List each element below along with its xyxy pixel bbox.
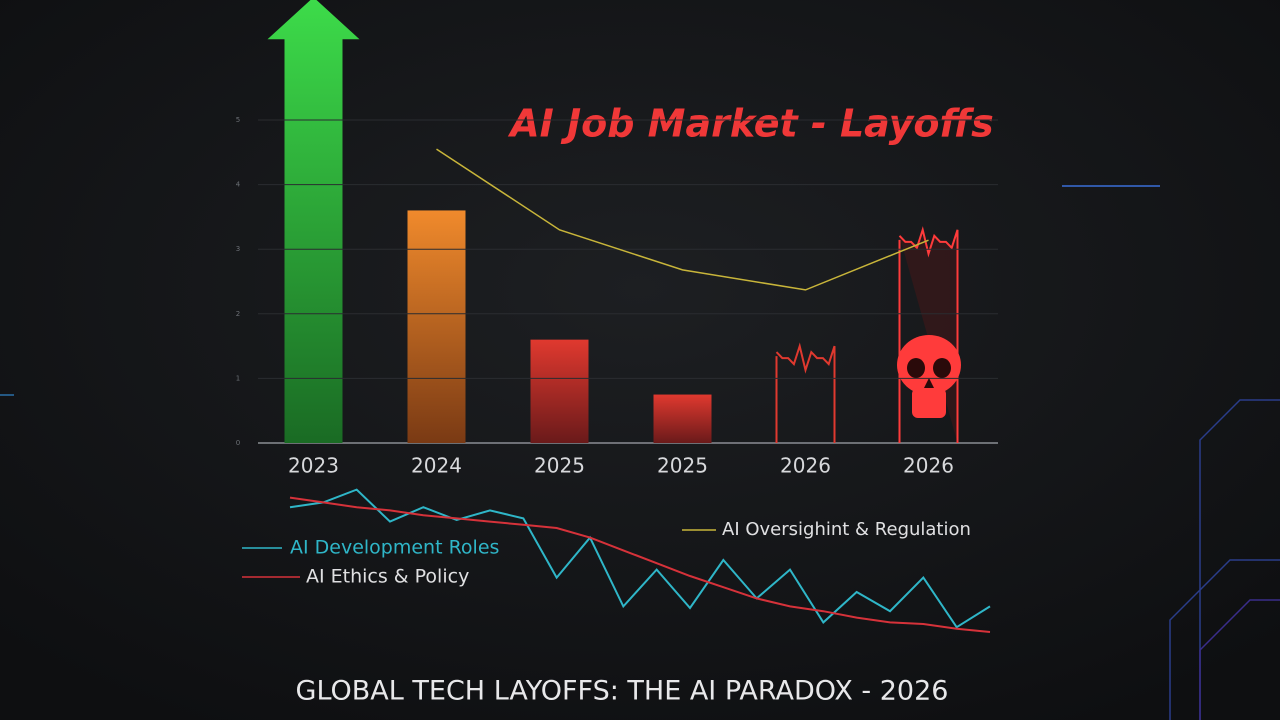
bar — [530, 339, 589, 443]
y-tick-label: 4 — [236, 181, 241, 189]
bar — [407, 210, 466, 443]
x-tick-label: 2024 — [411, 454, 462, 478]
deco-circuit — [1199, 399, 1280, 720]
y-tick-label: 3 — [236, 245, 240, 253]
x-tick-label: 2025 — [534, 454, 585, 478]
skull-head — [897, 335, 961, 395]
bar — [653, 394, 712, 443]
decoration — [0, 185, 1280, 720]
series-line — [289, 488, 991, 629]
legend-label: AI Development Roles — [290, 537, 499, 559]
legend-label: AI Ethics & Policy — [306, 566, 469, 588]
x-tick-label: 2025 — [657, 454, 708, 478]
y-tick-label: 2 — [236, 310, 240, 318]
y-tick-label: 0 — [236, 439, 240, 447]
skull-eye — [907, 358, 925, 378]
x-tick-label: 2026 — [903, 454, 954, 478]
skull-jaw — [912, 388, 946, 418]
x-tick-label: 2023 — [288, 454, 339, 478]
y-tick-label: 1 — [236, 374, 240, 382]
footer-title: GLOBAL TECH LAYOFFS: THE AI PARADOX - 20… — [296, 676, 949, 707]
x-tick-label: 2026 — [780, 454, 831, 478]
series-line — [289, 496, 991, 633]
skull — [897, 335, 961, 418]
deco-circuit — [1169, 559, 1280, 720]
y-tick-label: 5 — [236, 116, 240, 124]
outline-bar — [775, 342, 836, 443]
arrow-bar — [267, 0, 360, 443]
deco-circuit — [1199, 599, 1280, 720]
chart-title: AI Job Market - Layoffs — [507, 102, 994, 146]
trend-line — [436, 148, 929, 291]
skull-eye — [933, 358, 951, 378]
skull-nose — [924, 378, 934, 388]
legend-label: AI Oversighint & Regulation — [722, 519, 971, 540]
